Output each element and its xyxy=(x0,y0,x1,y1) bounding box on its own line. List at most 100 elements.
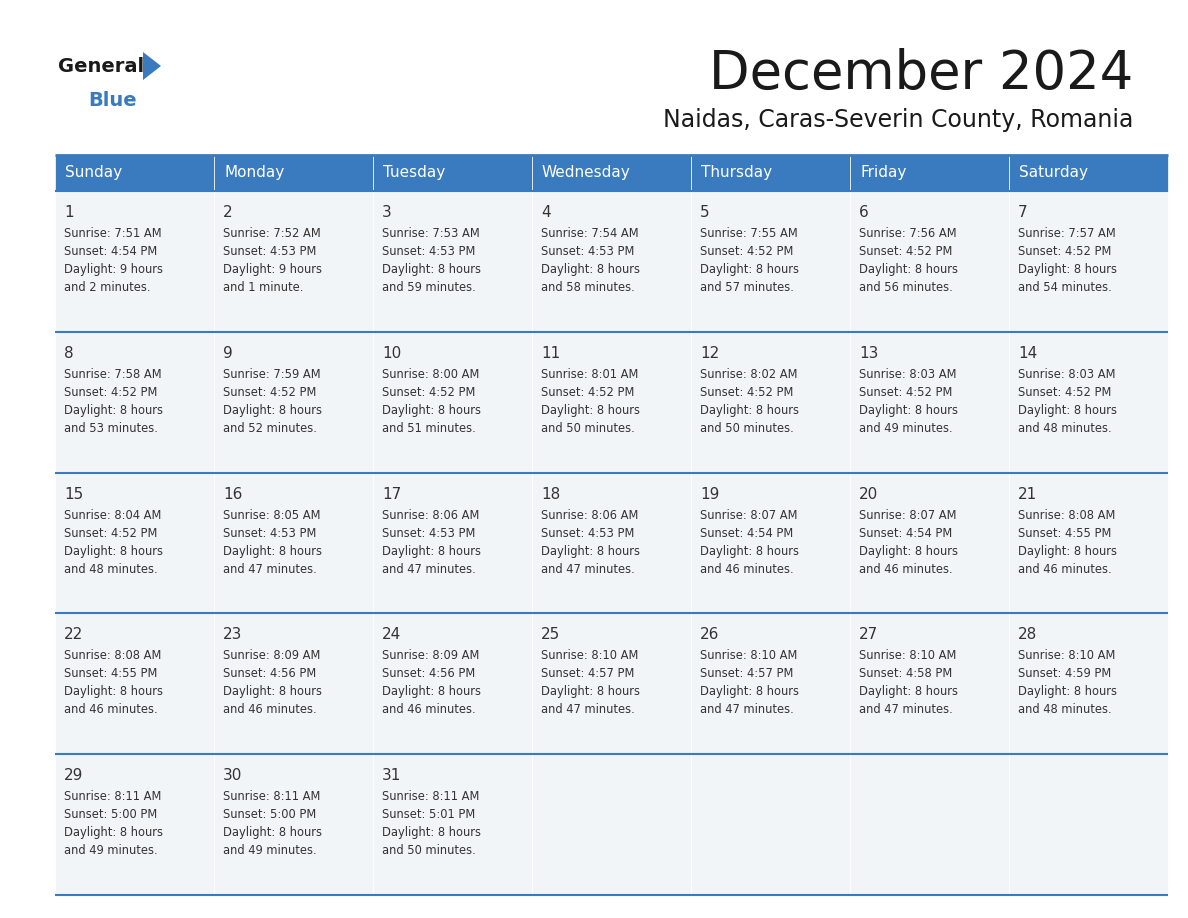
Text: Sunrise: 8:10 AM: Sunrise: 8:10 AM xyxy=(541,649,638,663)
Bar xyxy=(849,331,1009,473)
Bar xyxy=(691,191,849,331)
Text: 25: 25 xyxy=(541,627,561,643)
Text: Sunrise: 8:03 AM: Sunrise: 8:03 AM xyxy=(859,368,956,381)
Text: Sunset: 4:55 PM: Sunset: 4:55 PM xyxy=(64,667,157,680)
Text: Wednesday: Wednesday xyxy=(542,165,631,181)
Text: Tuesday: Tuesday xyxy=(383,165,446,181)
Bar xyxy=(214,473,373,613)
Text: Daylight: 8 hours: Daylight: 8 hours xyxy=(700,263,800,276)
Text: 31: 31 xyxy=(383,768,402,783)
Text: Daylight: 8 hours: Daylight: 8 hours xyxy=(859,544,958,557)
Text: Sunset: 4:52 PM: Sunset: 4:52 PM xyxy=(700,245,794,258)
Text: 26: 26 xyxy=(700,627,720,643)
Text: Daylight: 8 hours: Daylight: 8 hours xyxy=(383,826,481,839)
Text: Sunrise: 8:08 AM: Sunrise: 8:08 AM xyxy=(1018,509,1116,521)
Text: and 53 minutes.: and 53 minutes. xyxy=(64,421,158,435)
Bar xyxy=(532,755,691,895)
Text: General: General xyxy=(58,57,144,75)
Text: 12: 12 xyxy=(700,346,719,361)
Text: and 1 minute.: and 1 minute. xyxy=(223,281,303,294)
Text: 22: 22 xyxy=(64,627,83,643)
Text: Sunrise: 8:02 AM: Sunrise: 8:02 AM xyxy=(700,368,797,381)
Text: 7: 7 xyxy=(1018,205,1028,220)
Text: Daylight: 8 hours: Daylight: 8 hours xyxy=(64,686,163,699)
Text: and 46 minutes.: and 46 minutes. xyxy=(383,703,475,716)
Text: and 49 minutes.: and 49 minutes. xyxy=(64,845,158,857)
Text: Daylight: 9 hours: Daylight: 9 hours xyxy=(223,263,322,276)
Text: and 46 minutes.: and 46 minutes. xyxy=(223,703,317,716)
Bar xyxy=(373,473,532,613)
Text: and 52 minutes.: and 52 minutes. xyxy=(223,421,317,435)
Text: 5: 5 xyxy=(700,205,709,220)
Text: and 46 minutes.: and 46 minutes. xyxy=(859,563,953,576)
Text: Daylight: 8 hours: Daylight: 8 hours xyxy=(541,686,640,699)
Text: and 54 minutes.: and 54 minutes. xyxy=(1018,281,1112,294)
Text: Thursday: Thursday xyxy=(701,165,772,181)
Text: Sunset: 5:01 PM: Sunset: 5:01 PM xyxy=(383,808,475,822)
Bar xyxy=(1009,755,1168,895)
Text: Sunrise: 8:00 AM: Sunrise: 8:00 AM xyxy=(383,368,480,381)
Text: and 46 minutes.: and 46 minutes. xyxy=(64,703,158,716)
Text: 28: 28 xyxy=(1018,627,1037,643)
Text: Sunset: 4:53 PM: Sunset: 4:53 PM xyxy=(383,245,475,258)
Bar xyxy=(55,191,214,331)
Bar xyxy=(373,191,532,331)
Text: Sunrise: 8:07 AM: Sunrise: 8:07 AM xyxy=(859,509,956,521)
Text: and 59 minutes.: and 59 minutes. xyxy=(383,281,475,294)
Bar xyxy=(532,191,691,331)
Text: Naidas, Caras-Severin County, Romania: Naidas, Caras-Severin County, Romania xyxy=(663,108,1133,132)
Text: Blue: Blue xyxy=(88,91,137,109)
Text: Daylight: 8 hours: Daylight: 8 hours xyxy=(64,826,163,839)
Text: Sunset: 4:54 PM: Sunset: 4:54 PM xyxy=(700,527,794,540)
Text: Sunrise: 8:08 AM: Sunrise: 8:08 AM xyxy=(64,649,162,663)
Bar xyxy=(55,613,214,755)
Text: Sunset: 4:52 PM: Sunset: 4:52 PM xyxy=(223,386,316,398)
Text: Daylight: 8 hours: Daylight: 8 hours xyxy=(859,263,958,276)
Text: Sunrise: 8:10 AM: Sunrise: 8:10 AM xyxy=(1018,649,1116,663)
Text: Sunrise: 8:10 AM: Sunrise: 8:10 AM xyxy=(859,649,956,663)
Text: and 48 minutes.: and 48 minutes. xyxy=(64,563,158,576)
Text: 24: 24 xyxy=(383,627,402,643)
Bar xyxy=(214,755,373,895)
Text: Friday: Friday xyxy=(860,165,906,181)
Text: Sunset: 4:53 PM: Sunset: 4:53 PM xyxy=(223,245,316,258)
Text: 21: 21 xyxy=(1018,487,1037,501)
Text: Daylight: 8 hours: Daylight: 8 hours xyxy=(383,544,481,557)
Text: Sunset: 4:52 PM: Sunset: 4:52 PM xyxy=(859,386,953,398)
Text: 2: 2 xyxy=(223,205,233,220)
Text: Daylight: 8 hours: Daylight: 8 hours xyxy=(223,544,322,557)
Text: Sunrise: 8:06 AM: Sunrise: 8:06 AM xyxy=(383,509,480,521)
Text: Sunrise: 8:09 AM: Sunrise: 8:09 AM xyxy=(383,649,480,663)
Text: 16: 16 xyxy=(223,487,242,501)
Text: 27: 27 xyxy=(859,627,878,643)
Text: and 50 minutes.: and 50 minutes. xyxy=(383,845,475,857)
Text: Daylight: 8 hours: Daylight: 8 hours xyxy=(700,404,800,417)
Text: Daylight: 8 hours: Daylight: 8 hours xyxy=(700,544,800,557)
Bar xyxy=(55,473,214,613)
Text: Sunrise: 7:54 AM: Sunrise: 7:54 AM xyxy=(541,227,639,240)
Text: and 49 minutes.: and 49 minutes. xyxy=(859,421,953,435)
Text: Sunset: 4:52 PM: Sunset: 4:52 PM xyxy=(1018,245,1112,258)
Text: and 48 minutes.: and 48 minutes. xyxy=(1018,703,1112,716)
Bar xyxy=(214,613,373,755)
Text: and 47 minutes.: and 47 minutes. xyxy=(541,703,634,716)
Text: Sunset: 4:58 PM: Sunset: 4:58 PM xyxy=(859,667,953,680)
Text: Sunrise: 8:11 AM: Sunrise: 8:11 AM xyxy=(223,790,321,803)
Text: Daylight: 8 hours: Daylight: 8 hours xyxy=(859,686,958,699)
Text: Sunset: 4:52 PM: Sunset: 4:52 PM xyxy=(64,527,157,540)
Text: Sunset: 4:52 PM: Sunset: 4:52 PM xyxy=(859,245,953,258)
Text: Daylight: 8 hours: Daylight: 8 hours xyxy=(383,263,481,276)
Text: 14: 14 xyxy=(1018,346,1037,361)
Bar xyxy=(1009,613,1168,755)
Bar xyxy=(55,155,214,191)
Text: Sunrise: 8:11 AM: Sunrise: 8:11 AM xyxy=(383,790,480,803)
Text: 19: 19 xyxy=(700,487,720,501)
Text: Sunset: 4:56 PM: Sunset: 4:56 PM xyxy=(223,667,316,680)
Text: and 58 minutes.: and 58 minutes. xyxy=(541,281,634,294)
Text: Sunrise: 7:53 AM: Sunrise: 7:53 AM xyxy=(383,227,480,240)
Text: Sunrise: 7:59 AM: Sunrise: 7:59 AM xyxy=(223,368,321,381)
Text: Sunset: 4:53 PM: Sunset: 4:53 PM xyxy=(223,527,316,540)
Text: Sunrise: 7:52 AM: Sunrise: 7:52 AM xyxy=(223,227,321,240)
Text: and 47 minutes.: and 47 minutes. xyxy=(700,703,794,716)
Text: Daylight: 8 hours: Daylight: 8 hours xyxy=(541,263,640,276)
